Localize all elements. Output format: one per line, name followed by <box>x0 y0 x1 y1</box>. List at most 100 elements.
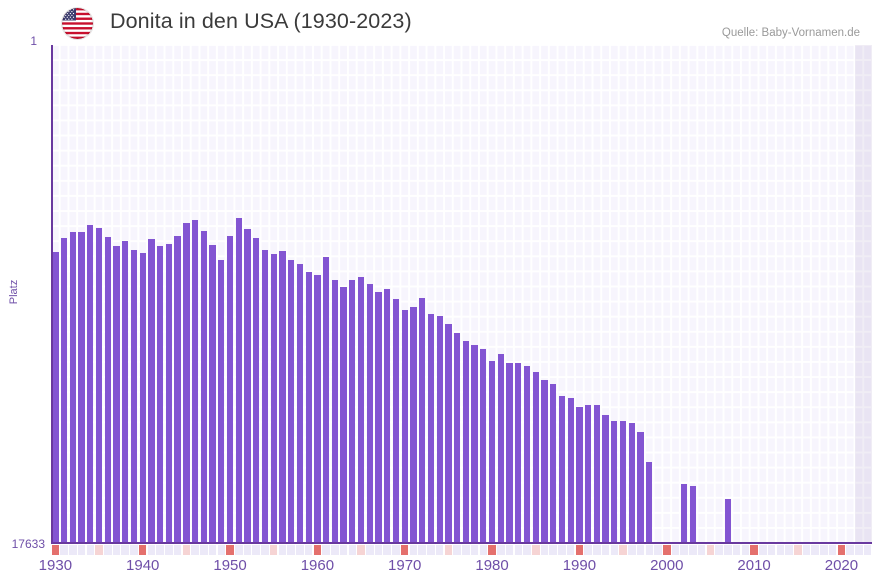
bar-1959[interactable] <box>305 271 312 543</box>
bar-1972[interactable] <box>419 297 426 543</box>
x-tick-half-1955 <box>269 545 278 555</box>
bar-1949[interactable] <box>218 259 225 543</box>
bar-1974[interactable] <box>436 316 443 543</box>
bar-1951[interactable] <box>235 218 242 543</box>
bar-1996[interactable] <box>628 423 635 543</box>
bar-1930[interactable] <box>52 251 59 543</box>
bar-2003[interactable] <box>689 485 697 543</box>
bar-1958[interactable] <box>296 264 304 543</box>
x-tick-minor-1949 <box>217 545 226 555</box>
bar-1950[interactable] <box>226 235 234 543</box>
bar-1988[interactable] <box>558 396 566 543</box>
bar-1965[interactable] <box>357 276 365 543</box>
x-tick-minor-2011 <box>759 545 767 555</box>
bar-1938[interactable] <box>122 241 129 543</box>
x-tick-minor-2013 <box>776 545 785 555</box>
bar-1937[interactable] <box>113 245 120 543</box>
x-tick-minor-2019 <box>828 545 837 555</box>
x-tick-minor-1987 <box>549 545 557 555</box>
bar-1956[interactable] <box>279 250 286 543</box>
bar-1960[interactable] <box>314 274 321 543</box>
bar-1980[interactable] <box>488 360 496 543</box>
bar-1994[interactable] <box>611 421 618 543</box>
bar-1998[interactable] <box>646 462 653 543</box>
bar-1981[interactable] <box>497 353 504 543</box>
x-tick-minor-1984 <box>523 545 531 555</box>
bar-1946[interactable] <box>191 219 199 543</box>
bar-1976[interactable] <box>453 333 461 543</box>
bar-1983[interactable] <box>515 362 522 543</box>
bar-1991[interactable] <box>584 405 592 543</box>
x-tick-major-1970 <box>400 545 409 555</box>
bar-series <box>51 45 872 543</box>
bar-1984[interactable] <box>523 365 531 543</box>
bar-1952[interactable] <box>244 228 251 543</box>
bar-1954[interactable] <box>261 250 269 543</box>
bar-1997[interactable] <box>637 432 644 543</box>
x-tick-minor-1936 <box>104 545 112 555</box>
x-tick-minor-1992 <box>593 545 601 555</box>
bar-1942[interactable] <box>157 245 164 543</box>
x-tick-minor-1954 <box>261 545 269 555</box>
bar-1986[interactable] <box>541 379 548 543</box>
bar-1931[interactable] <box>60 238 68 543</box>
x-tick-major-2000 <box>662 545 671 555</box>
bar-1990[interactable] <box>576 407 583 543</box>
bar-1947[interactable] <box>200 231 207 543</box>
bar-1962[interactable] <box>331 279 338 543</box>
y-axis-bottom-tick-label: 17633 <box>11 537 45 551</box>
x-axis-label-1930: 1930 <box>38 557 73 574</box>
bar-1964[interactable] <box>349 279 356 543</box>
x-tick-half-2015 <box>793 545 802 555</box>
bar-1982[interactable] <box>506 362 513 543</box>
bar-1971[interactable] <box>410 307 417 543</box>
x-axis-label-1940: 1940 <box>126 557 160 574</box>
bar-1975[interactable] <box>445 324 452 543</box>
bar-2007[interactable] <box>724 498 732 543</box>
x-tick-minor-1974 <box>435 545 444 555</box>
bar-1970[interactable] <box>401 310 408 543</box>
bar-1941[interactable] <box>148 239 155 543</box>
bar-1977[interactable] <box>462 341 469 543</box>
bar-1989[interactable] <box>567 398 574 543</box>
x-tick-minor-1969 <box>392 545 400 555</box>
bar-1973[interactable] <box>427 314 435 543</box>
bar-1966[interactable] <box>366 284 373 543</box>
x-tick-minor-1979 <box>479 545 488 555</box>
bar-1944[interactable] <box>174 236 181 543</box>
bar-1934[interactable] <box>87 225 94 543</box>
bar-1992[interactable] <box>593 405 600 543</box>
bar-1978[interactable] <box>471 345 478 543</box>
bar-1936[interactable] <box>104 236 111 543</box>
bar-1985[interactable] <box>532 371 539 543</box>
bar-1993[interactable] <box>602 415 609 543</box>
bar-1953[interactable] <box>253 238 260 543</box>
bar-1969[interactable] <box>392 299 400 543</box>
bar-1968[interactable] <box>384 289 391 543</box>
bar-1933[interactable] <box>78 232 85 543</box>
bar-1940[interactable] <box>139 252 146 543</box>
bar-2002[interactable] <box>681 483 688 543</box>
bar-1932[interactable] <box>69 232 76 543</box>
x-axis-label-2020: 2020 <box>824 557 859 574</box>
x-tick-minor-1998 <box>645 545 654 555</box>
bar-1995[interactable] <box>619 421 627 543</box>
bar-1987[interactable] <box>550 384 557 543</box>
bar-1955[interactable] <box>270 254 277 543</box>
bar-1963[interactable] <box>340 286 347 543</box>
bar-1943[interactable] <box>165 244 173 543</box>
bar-1935[interactable] <box>95 228 103 543</box>
bar-1945[interactable] <box>183 223 190 543</box>
x-tick-half-1985 <box>531 545 540 555</box>
x-tick-minor-1993 <box>601 545 610 555</box>
x-tick-minor-1997 <box>636 545 645 555</box>
bar-1979[interactable] <box>480 349 487 543</box>
bar-1939[interactable] <box>130 249 138 543</box>
bar-1961[interactable] <box>322 257 330 543</box>
x-tick-minor-1946 <box>191 545 199 555</box>
x-tick-minor-1988 <box>558 545 566 555</box>
x-tick-minor-1981 <box>497 545 505 555</box>
bar-1967[interactable] <box>375 292 382 543</box>
bar-1948[interactable] <box>209 244 216 543</box>
bar-1957[interactable] <box>288 259 295 543</box>
